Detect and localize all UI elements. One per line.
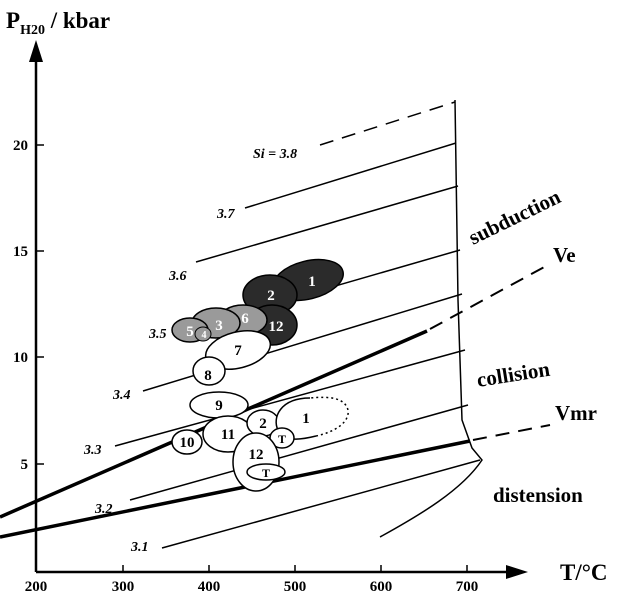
boundary-ve-dashed [429,264,549,330]
intermediate-samples: 7 8 9 [189,330,272,419]
isopleth-line-3-2 [129,404,469,501]
upper-temperature-limit-curve [379,99,483,538]
isopleth-line-3-7 [244,142,457,209]
sample-ellipse [194,326,212,342]
sample-label: 11 [221,427,235,443]
isopleth-label: Si = 3.8 [253,147,297,162]
sample-label: 9 [215,398,223,414]
y-tick-label: 5 [21,457,29,473]
x-tick-label: 700 [456,579,479,595]
isopleth-labels: Si = 3.8 3.7 3.6 3.5 3.4 3.3 3.2 3.1 [83,147,297,555]
sample-ellipse [246,463,286,481]
x-tick-label: 400 [198,579,221,595]
x-tick-label: 600 [370,579,393,595]
sample-label: 12 [249,447,264,463]
x-axis-arrow [506,565,528,579]
sample-label: T [262,466,270,480]
region-label-distension: distension [493,483,583,507]
y-tick-label: 10 [13,350,28,366]
isopleth-label: 3.7 [216,207,236,222]
sample-label: 1 [302,411,310,427]
sample-label: 10 [180,435,195,451]
x-tick-label: 200 [25,579,48,595]
sample-label: 1 [308,274,316,290]
sample-label: 6 [241,311,249,327]
isopleth-label: 3.3 [83,443,102,458]
high-pressure-samples: 1 2 6 12 3 5 4 [171,258,344,346]
sample-label: 12 [269,319,284,335]
sample-label: 3 [215,318,223,334]
isopleth-label: 3.4 [112,388,131,403]
x-tick-label: 500 [284,579,307,595]
sample-label: 5 [186,324,194,340]
isopleth-label: 3.6 [168,269,187,284]
boundary-vmr-line [0,439,471,539]
y-tick-label: 20 [13,138,28,154]
region-labels: subduction Ve collision Vmr distension [465,184,597,507]
isopleth-line-3-8 [319,101,456,146]
region-label-collision: collision [475,357,552,392]
sample-ellipse-dotted [309,396,349,437]
sample-label: 8 [204,368,212,384]
sample-ellipse [192,356,226,386]
sample-label: 2 [259,416,267,432]
y-axis-arrow [29,40,43,62]
axes: 5 10 15 20 200 300 400 500 600 700 PH20 … [6,8,608,595]
isopleth-line-3-6 [195,185,459,263]
isopleth-line-3-1 [161,459,481,549]
boundary-label-vmr: Vmr [555,401,597,425]
sample-label: T [278,432,286,446]
region-label-subduction: subduction [465,184,565,249]
boundary-vmr-dashed [472,424,551,441]
isopleth-label: 3.5 [148,327,167,342]
y-axis-title: PH20 / kbar [6,8,110,38]
x-tick-label: 300 [112,579,135,595]
sample-label: 7 [234,343,242,359]
isopleth-line-3-3 [114,349,466,447]
y-tick-label: 15 [13,244,28,260]
isopleth-label: 3.1 [130,540,149,555]
sample-ellipse [171,429,203,455]
x-axis-title: T/°C [560,560,608,585]
low-pressure-samples: 10 11 2 1 T 12 T [171,396,349,492]
sample-label: 4 [202,330,207,341]
boundary-label-ve: Ve [553,243,576,267]
sample-label: 2 [267,288,275,304]
